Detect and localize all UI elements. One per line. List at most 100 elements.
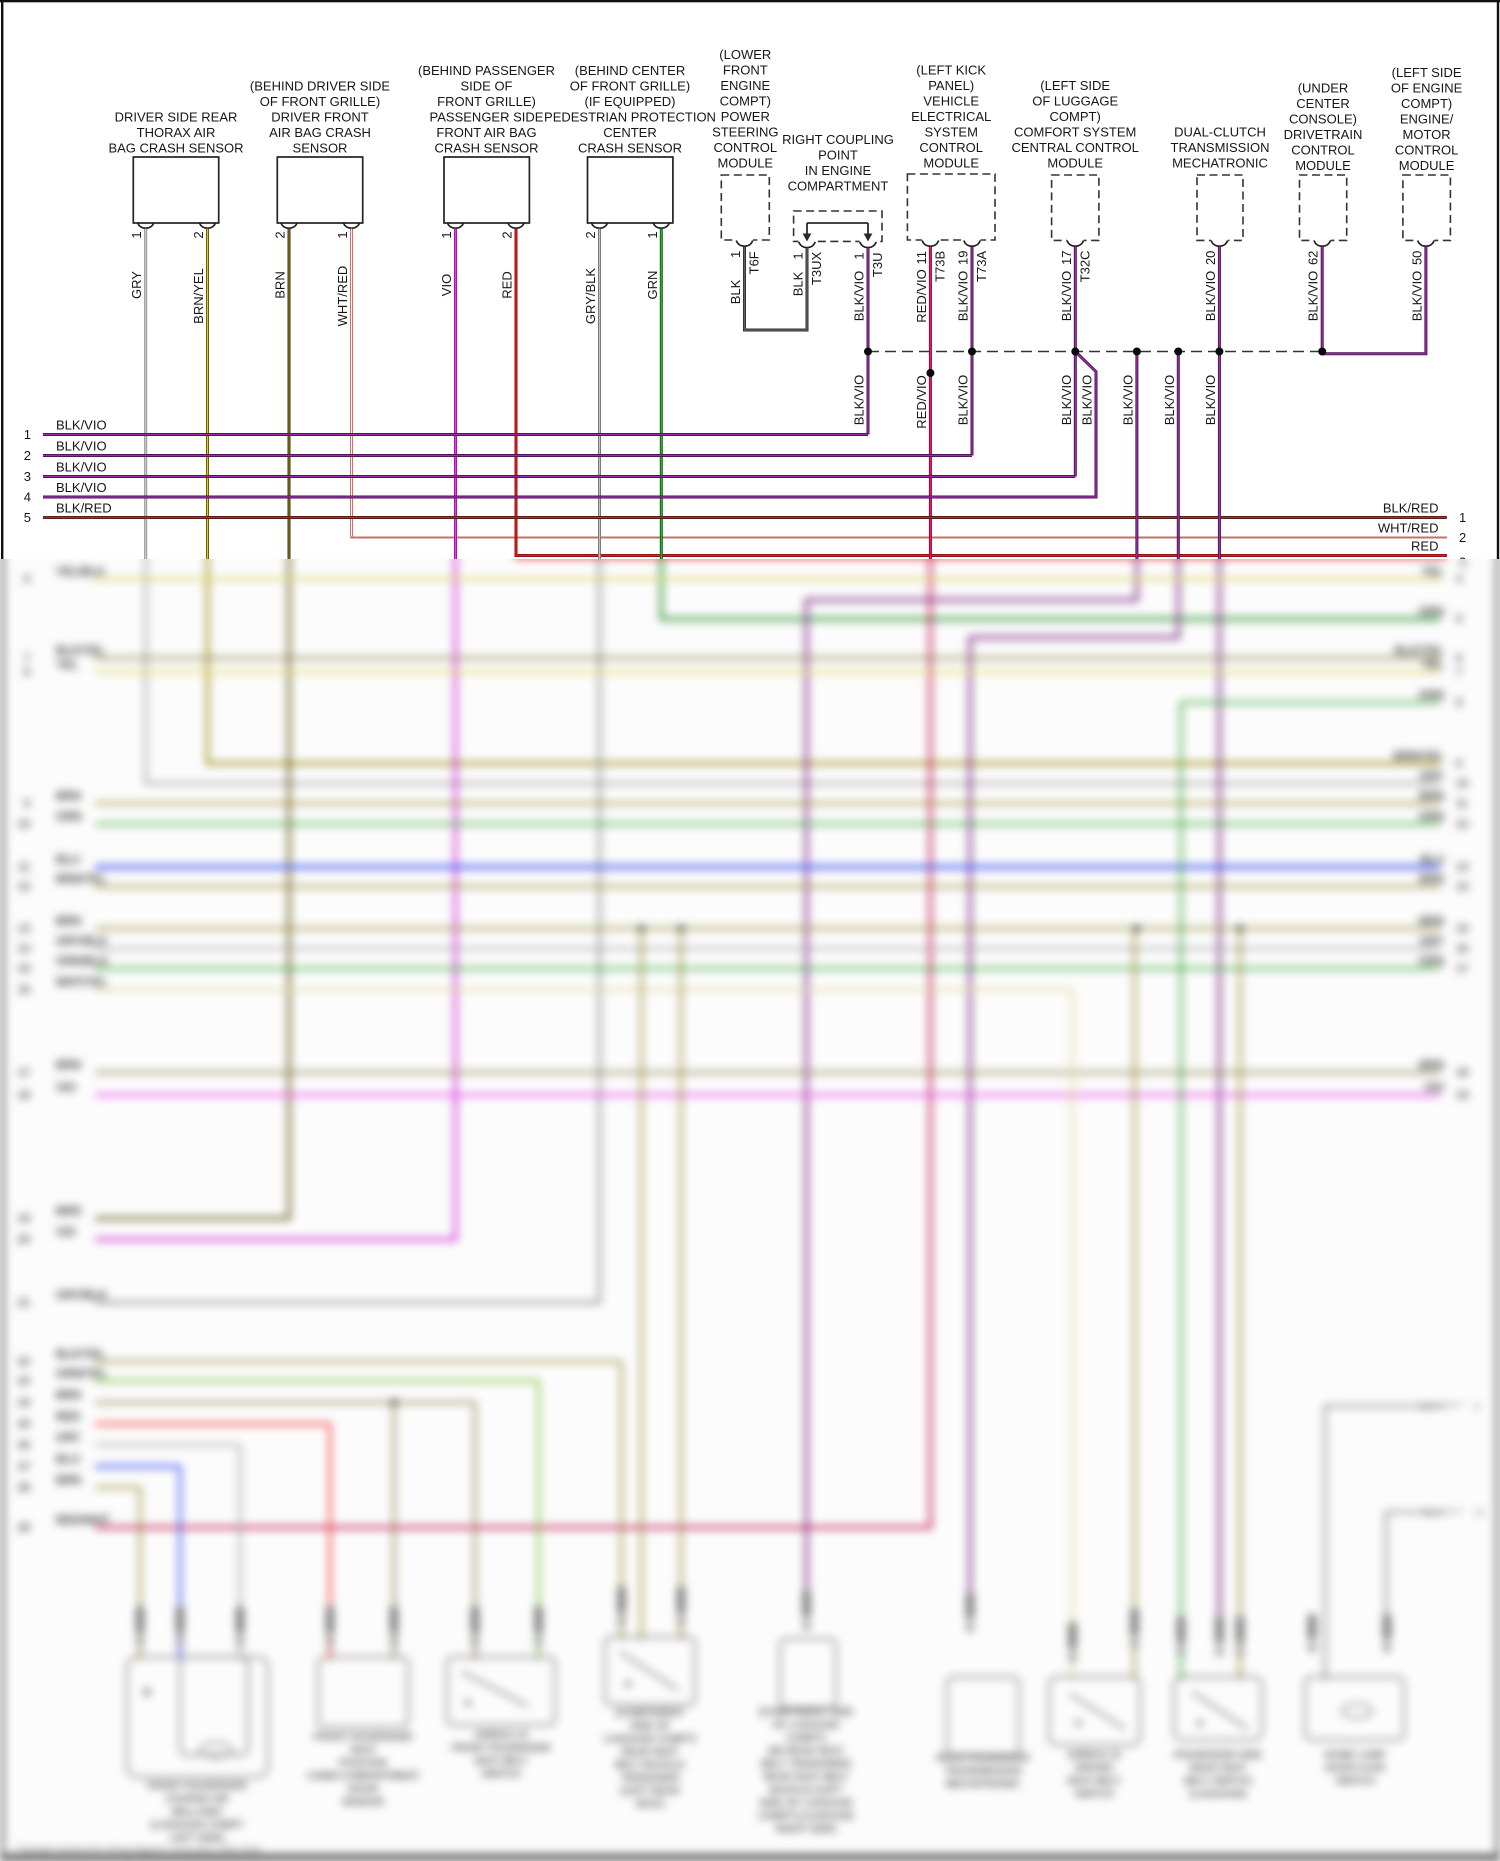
svg-text:20: 20 [18, 1234, 30, 1246]
svg-text:13: 13 [1456, 862, 1468, 874]
svg-text:MOTOR: MOTOR [1403, 127, 1451, 142]
svg-text:TRANSMISSION: TRANSMISSION [1171, 140, 1270, 155]
svg-text:FRONT PASSENGER: FRONT PASSENGER [451, 1743, 551, 1754]
svg-text:23: 23 [18, 1376, 30, 1388]
svg-text:SIDE OF: SIDE OF [460, 79, 512, 94]
svg-text:VIO: VIO [56, 1083, 76, 1095]
svg-text:1: 1 [439, 231, 454, 238]
svg-text:24: 24 [18, 1397, 31, 1409]
svg-text:SIDE OF: SIDE OF [630, 1721, 670, 1732]
svg-text:DRIVER FRONT: DRIVER FRONT [271, 110, 369, 125]
svg-text:BRN/YEL: BRN/YEL [191, 268, 206, 324]
svg-text:(LEFT SIDE: (LEFT SIDE [1392, 65, 1462, 80]
svg-text:POSITION: POSITION [339, 1758, 387, 1769]
svg-text:GRY/BLK: GRY/BLK [56, 936, 108, 948]
svg-text:SENSOR: SENSOR [342, 1797, 385, 1808]
svg-text:BLK/YEL: BLK/YEL [56, 646, 105, 658]
svg-text:6: 6 [24, 574, 30, 586]
svg-text:50: 50 [1409, 251, 1424, 265]
svg-text:BLK/VIO: BLK/VIO [56, 418, 107, 433]
svg-text:DOME LAMP: DOME LAMP [1324, 1750, 1385, 1761]
svg-text:1: 1 [1459, 510, 1466, 525]
svg-text:(LEFT KICK: (LEFT KICK [916, 63, 986, 78]
svg-text:21: 21 [18, 1297, 30, 1309]
svg-text:T3UX: T3UX [809, 251, 824, 285]
svg-text:CENTER: CENTER [603, 125, 656, 140]
svg-text:COMPT): COMPT) [720, 94, 771, 109]
svg-text:T32C: T32C [1077, 251, 1092, 283]
svg-text:SEAT: SEAT [350, 1745, 376, 1756]
svg-text:BLU: BLU [1420, 855, 1444, 867]
svg-text:COMFORT SYSTEM: COMFORT SYSTEM [1014, 125, 1136, 140]
svg-text:BLK/VIO: BLK/VIO [1306, 271, 1321, 322]
svg-text:T73A: T73A [974, 251, 989, 282]
svg-text:Copyright assessment wiring di: Copyright assessment wiring diagram cont… [15, 1844, 261, 1854]
svg-text:BELT BUCKLE: BELT BUCKLE [615, 1760, 685, 1771]
svg-text:RIGHT SIDE): RIGHT SIDE) [776, 1824, 837, 1835]
svg-text:CRASH SENSOR: CRASH SENSOR [434, 141, 538, 156]
svg-text:18: 18 [1456, 1067, 1468, 1079]
svg-text:GRN/BLK: GRN/BLK [56, 956, 109, 968]
svg-text:THORAX AIR: THORAX AIR [137, 125, 216, 140]
svg-text:AIR BAG CRASH: AIR BAG CRASH [269, 125, 371, 140]
svg-text:SYSTEM: SYSTEM [924, 125, 977, 140]
svg-text:LUGGAGE COMPT): LUGGAGE COMPT) [604, 1734, 697, 1745]
svg-text:PASSENGER SIDE: PASSENGER SIDE [1174, 1750, 1262, 1761]
svg-text:OF FRONT GRILLE): OF FRONT GRILLE) [260, 94, 380, 109]
svg-text:DOOR: DOOR [348, 1784, 379, 1795]
svg-text:BLK/VIO: BLK/VIO [1409, 271, 1424, 322]
svg-text:(W/ REAR SEAT: (W/ REAR SEAT [768, 1746, 843, 1757]
svg-text:WHT/YEL: WHT/YEL [56, 977, 108, 989]
svg-text:PANEL): PANEL) [928, 78, 974, 93]
svg-text:BLK/VIO: BLK/VIO [1162, 375, 1177, 426]
svg-text:CONTROL: CONTROL [1291, 143, 1355, 158]
svg-text:OF LUGGAGE: OF LUGGAGE [772, 1720, 840, 1731]
svg-text:BAG CRASH SENSOR: BAG CRASH SENSOR [108, 141, 243, 156]
svg-text:SWITCH: SWITCH [481, 1769, 520, 1780]
svg-text:CRASH SENSOR: CRASH SENSOR [578, 141, 682, 156]
svg-text:ELECTRICAL: ELECTRICAL [911, 109, 991, 124]
svg-text:17: 17 [18, 1067, 30, 1079]
svg-text:CENTER: CENTER [1296, 96, 1349, 111]
svg-text:BLK/YEL: BLK/YEL [1395, 646, 1444, 658]
svg-text:GRY: GRY [56, 1433, 81, 1445]
svg-text:CONTROL: CONTROL [1395, 143, 1459, 158]
svg-text:28: 28 [18, 1482, 30, 1494]
svg-text:GRN: GRN [1418, 607, 1444, 619]
svg-text:BRN: BRN [56, 1390, 81, 1402]
svg-text:5: 5 [1456, 614, 1462, 626]
svg-text:BRN/YEL: BRN/YEL [56, 874, 106, 886]
svg-text:7: 7 [24, 653, 30, 665]
svg-text:ENGINE/: ENGINE/ [1400, 112, 1454, 127]
svg-text:COMPT): COMPT) [1050, 109, 1101, 124]
svg-text:MECHATRONIC: MECHATRONIC [946, 1779, 1020, 1790]
svg-text:BRN: BRN [56, 916, 81, 928]
svg-text:LEFT SIDE): LEFT SIDE) [170, 1833, 224, 1844]
svg-text:CHARGE AIR: CHARGE AIR [166, 1794, 230, 1805]
svg-text:11: 11 [914, 251, 929, 265]
svg-text:BLK: BLK [1423, 1508, 1442, 1519]
svg-text:4: 4 [1456, 574, 1463, 586]
svg-text:BLK/VIO: BLK/VIO [1120, 375, 1135, 426]
svg-text:REAR SEAT: REAR SEAT [621, 1747, 678, 1758]
svg-text:BLK/VIO: BLK/VIO [56, 480, 107, 495]
svg-text:13: 13 [18, 923, 30, 935]
svg-text:14: 14 [18, 943, 31, 955]
svg-text:(LOWER: (LOWER [719, 47, 771, 62]
svg-text:DRIVER: DRIVER [1075, 1763, 1114, 1774]
svg-text:T73B: T73B [932, 251, 947, 282]
svg-text:VEHICLE: VEHICLE [923, 94, 979, 109]
svg-text:BRN: BRN [273, 271, 288, 298]
svg-text:12: 12 [1456, 819, 1468, 831]
svg-text:T6F: T6F [747, 251, 762, 274]
svg-text:BRN: BRN [1419, 1060, 1444, 1072]
svg-text:COMPARTMENT: COMPARTMENT [788, 179, 889, 194]
svg-text:YEL: YEL [1422, 567, 1444, 579]
svg-text:26: 26 [18, 1440, 30, 1452]
svg-text:(LEFT SIDE: (LEFT SIDE [1040, 78, 1110, 93]
svg-text:9: 9 [24, 798, 30, 810]
svg-text:BLK/VIO: BLK/VIO [852, 375, 867, 426]
svg-text:BLK/VIO: BLK/VIO [956, 375, 971, 426]
svg-text:7: 7 [1456, 667, 1462, 679]
svg-text:CABIN COMPARTMENT: CABIN COMPARTMENT [307, 1771, 420, 1782]
